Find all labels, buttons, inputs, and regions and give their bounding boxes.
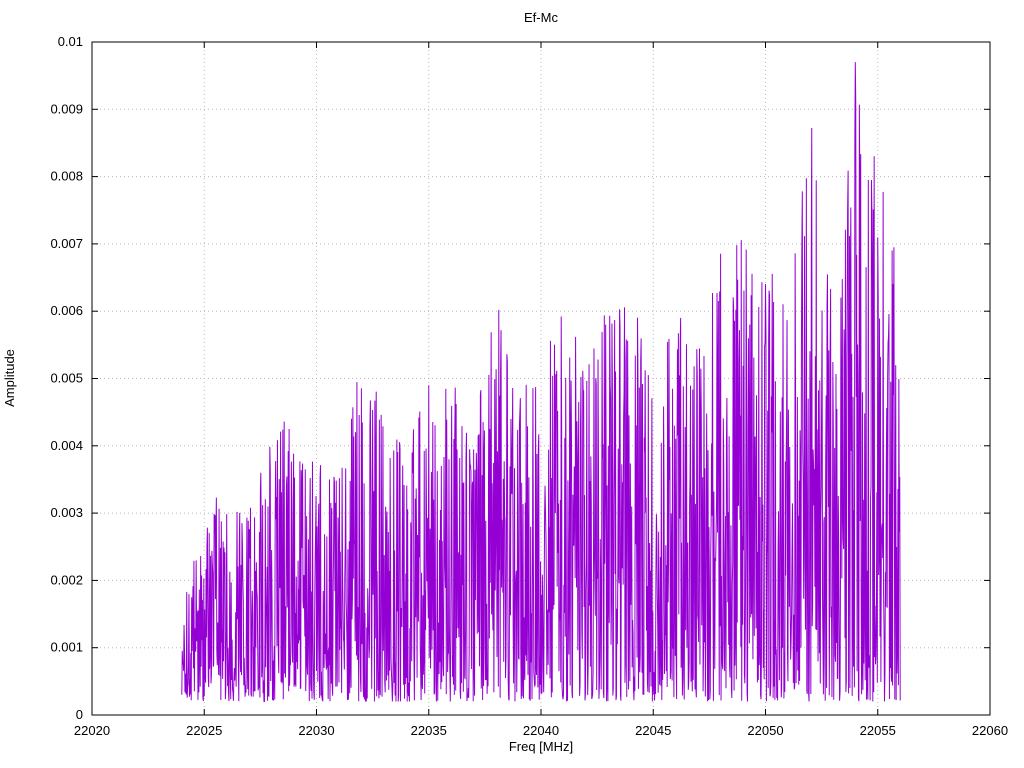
spectrum-series: [181, 62, 901, 703]
x-tick-label: 22045: [635, 723, 671, 738]
x-tick-label: 22030: [298, 723, 334, 738]
y-tick-label: 0.007: [50, 236, 83, 251]
x-axis-label: Freq [MHz]: [509, 739, 573, 754]
y-axis-label: Amplitude: [2, 349, 17, 407]
y-tick-label: 0: [76, 707, 83, 722]
y-tick-label: 0.002: [50, 572, 83, 587]
y-tick-label: 0.009: [50, 101, 83, 116]
x-tick-label: 22040: [523, 723, 559, 738]
y-tick-label: 0.003: [50, 505, 83, 520]
y-tick-label: 0.001: [50, 640, 83, 655]
chart-title: Ef-Mc: [524, 10, 558, 25]
y-tick-label: 0.01: [58, 34, 83, 49]
x-tick-label: 22055: [860, 723, 896, 738]
y-tick-label: 0.006: [50, 303, 83, 318]
y-tick-label: 0.005: [50, 371, 83, 386]
y-tick-label: 0.004: [50, 438, 83, 453]
y-tick-label: 0.008: [50, 169, 83, 184]
x-tick-label: 22035: [411, 723, 447, 738]
x-tick-label: 22060: [972, 723, 1008, 738]
plot-dynamic-layer: 22020 22025 22030 22035 22040 22045 22050 22055…: [50, 34, 1008, 738]
x-tick-label: 22050: [747, 723, 783, 738]
x-tick-label: 22020: [74, 723, 110, 738]
plot-border: [91, 41, 991, 716]
x-tick-label: 22025: [186, 723, 222, 738]
